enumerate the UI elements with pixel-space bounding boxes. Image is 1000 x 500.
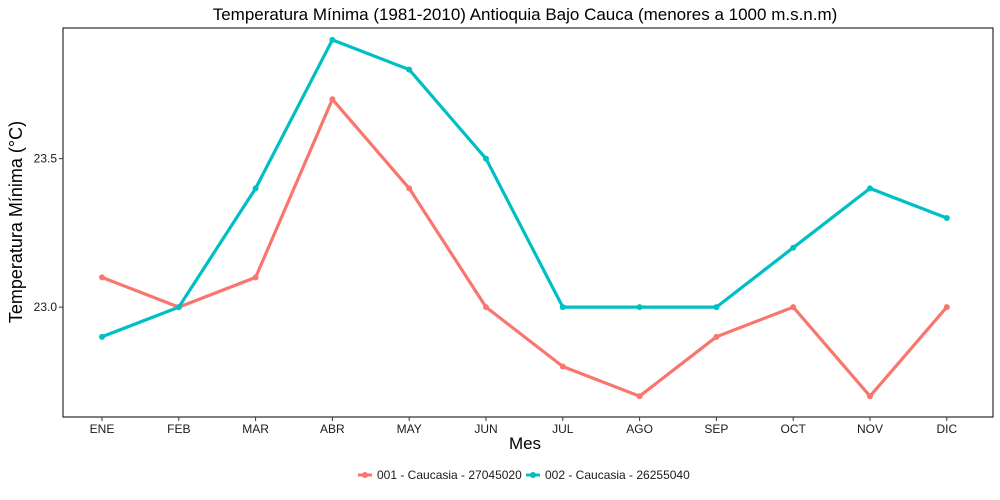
data-point	[867, 185, 873, 192]
plot-panel	[62, 27, 994, 418]
x-tick-label: SEP	[704, 422, 728, 436]
data-point	[943, 215, 950, 222]
y-tick-label: 23.5	[34, 152, 58, 166]
x-axis: ENE FEB MAR ABR MAY JUN JUL AGO SEP OCT NOV DIC	[90, 417, 957, 436]
x-tick-label: ABR	[320, 422, 345, 436]
data-point	[406, 66, 413, 73]
x-tick-label: DIC	[936, 422, 957, 436]
legend-label: 001 - Caucasia - 27045020	[377, 468, 522, 482]
x-tick-label: ENE	[90, 422, 115, 436]
x-tick-label: MAY	[397, 422, 422, 436]
data-point	[790, 244, 797, 251]
data-point	[175, 304, 182, 311]
x-tick-label: AGO	[626, 422, 653, 436]
x-tick-label: FEB	[167, 422, 190, 436]
y-axis-title: Temperatura Mínima (°C)	[6, 121, 26, 323]
series-line	[100, 97, 949, 398]
x-tick-label: OCT	[781, 422, 807, 436]
data-point	[329, 96, 336, 103]
data-point	[406, 185, 413, 192]
legend-marker	[362, 472, 368, 478]
data-point	[713, 333, 720, 340]
data-point	[867, 393, 873, 400]
x-tick-label: NOV	[857, 422, 883, 436]
y-axis: 23.0 23.5	[34, 152, 63, 314]
data-point	[636, 304, 643, 311]
legend-marker	[530, 472, 536, 478]
legend-item: 001 - Caucasia - 27045020	[358, 468, 522, 482]
data-point	[713, 304, 720, 311]
x-tick-label: JUL	[552, 422, 574, 436]
data-point	[790, 304, 797, 311]
data-point	[252, 185, 259, 192]
legend-label: 002 - Caucasia - 26255040	[545, 468, 690, 482]
legend: 001 - Caucasia - 27045020 002 - Caucasia …	[358, 468, 690, 482]
series-line	[100, 38, 949, 339]
series-1	[99, 96, 950, 400]
legend-item: 002 - Caucasia - 26255040	[526, 468, 690, 482]
data-point	[99, 274, 105, 281]
series-layer	[99, 36, 950, 400]
x-axis-title: Mes	[509, 434, 541, 453]
data-point	[559, 363, 566, 370]
data-point	[329, 36, 336, 43]
data-point	[483, 155, 489, 162]
data-point	[99, 333, 105, 340]
data-point	[483, 304, 489, 311]
chart-title: Temperatura Mínima (1981-2010) Antioquia…	[213, 5, 838, 24]
y-tick-label: 23.0	[34, 300, 58, 314]
data-point	[252, 274, 259, 281]
series-2	[99, 36, 950, 340]
data-point	[943, 304, 950, 311]
data-point	[636, 393, 643, 400]
data-point	[559, 304, 566, 311]
x-tick-label: MAR	[242, 422, 269, 436]
x-tick-label: JUN	[474, 422, 497, 436]
